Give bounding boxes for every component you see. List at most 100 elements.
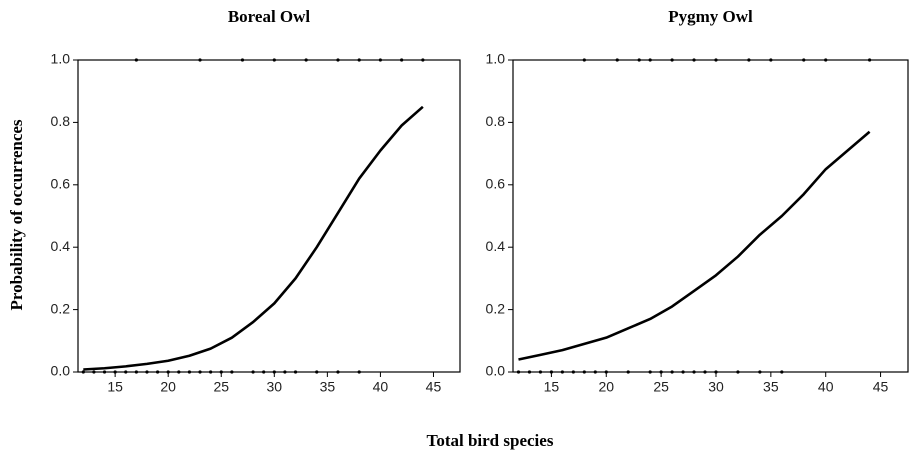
observation (400, 58, 404, 62)
y-tick-label: 0.2 (486, 300, 506, 316)
observation (626, 370, 630, 374)
x-tick-label: 15 (107, 379, 123, 395)
observation (703, 370, 707, 374)
observation (209, 370, 213, 374)
observation (714, 370, 718, 374)
observation (714, 58, 718, 62)
observation (692, 58, 696, 62)
observation (145, 370, 149, 374)
y-tick-label: 1.0 (51, 51, 71, 67)
x-tick-label: 40 (818, 379, 834, 395)
observation (304, 58, 308, 62)
observation (283, 370, 287, 374)
observation (421, 58, 425, 62)
observation (336, 370, 340, 374)
observation (867, 58, 872, 62)
observation (124, 370, 128, 374)
y-tick-label: 0.6 (486, 176, 506, 192)
observation (198, 370, 202, 374)
y-tick-label: 0.2 (51, 300, 71, 316)
x-tick-label: 40 (373, 379, 389, 395)
observation (166, 370, 170, 374)
observation (824, 58, 828, 62)
x-axis-label: Total bird species (427, 431, 554, 450)
observation (219, 370, 223, 374)
observation (549, 370, 554, 374)
observation (102, 370, 107, 374)
observation (758, 370, 762, 374)
observation (582, 370, 586, 374)
x-tick-label: 15 (544, 379, 560, 395)
observation (240, 58, 245, 62)
plot-frame (512, 59, 909, 373)
observation (615, 58, 619, 62)
x-tick-label: 20 (160, 379, 176, 395)
observation (637, 58, 641, 62)
observation (802, 58, 806, 62)
observation (315, 370, 319, 374)
observation (336, 58, 340, 62)
plot-frame (77, 59, 461, 373)
x-tick-label: 30 (267, 379, 283, 395)
observation (670, 370, 674, 374)
observation (582, 58, 586, 62)
observation (648, 370, 652, 374)
observation (593, 370, 597, 374)
observation (134, 370, 138, 374)
observation (293, 370, 298, 374)
x-tick-label: 20 (598, 379, 614, 395)
y-tick-label: 0.0 (486, 363, 506, 379)
observation (357, 58, 361, 62)
observation (538, 370, 543, 374)
curve (518, 130, 871, 361)
observation (262, 370, 266, 374)
observation (681, 370, 685, 374)
observation (604, 370, 608, 374)
x-tick-label: 45 (426, 379, 442, 395)
y-tick-label: 0.8 (51, 113, 71, 129)
observation (230, 370, 234, 374)
y-tick-label: 0.0 (51, 363, 71, 379)
observation (769, 58, 773, 62)
observation (272, 370, 276, 374)
y-tick-label: 0.4 (486, 238, 506, 254)
x-tick-label: 35 (763, 379, 779, 395)
observation (177, 370, 181, 374)
observation (378, 58, 383, 62)
observation (155, 370, 160, 374)
observation (198, 58, 202, 62)
y-tick-label: 0.4 (51, 238, 71, 254)
x-tick-label: 25 (213, 379, 229, 395)
observation (560, 370, 564, 374)
observation (81, 370, 85, 374)
observation (780, 370, 784, 374)
x-tick-label: 30 (708, 379, 724, 395)
observation (736, 370, 740, 374)
observation (527, 370, 532, 374)
x-tick-label: 25 (653, 379, 669, 395)
observation (272, 58, 276, 62)
y-tick-label: 0.8 (486, 113, 506, 129)
observation (187, 370, 192, 374)
x-tick-label: 35 (320, 379, 336, 395)
observation (692, 370, 696, 374)
y-axis-label: Probability of occurrences (7, 119, 26, 310)
observation (134, 58, 138, 62)
x-tick-label: 45 (873, 379, 889, 395)
observation (670, 58, 674, 62)
chart-title: Boreal Owl (228, 7, 311, 26)
observation (571, 370, 575, 374)
chart-title: Pygmy Owl (668, 7, 753, 26)
observation (648, 58, 652, 62)
observation (659, 370, 663, 374)
observation (251, 370, 255, 374)
y-tick-label: 1.0 (486, 51, 506, 67)
curve (83, 105, 424, 371)
y-tick-label: 0.6 (51, 176, 71, 192)
observation (516, 370, 521, 374)
observation (113, 370, 117, 374)
observation (92, 370, 96, 374)
observation (747, 58, 751, 62)
observation (357, 370, 361, 374)
